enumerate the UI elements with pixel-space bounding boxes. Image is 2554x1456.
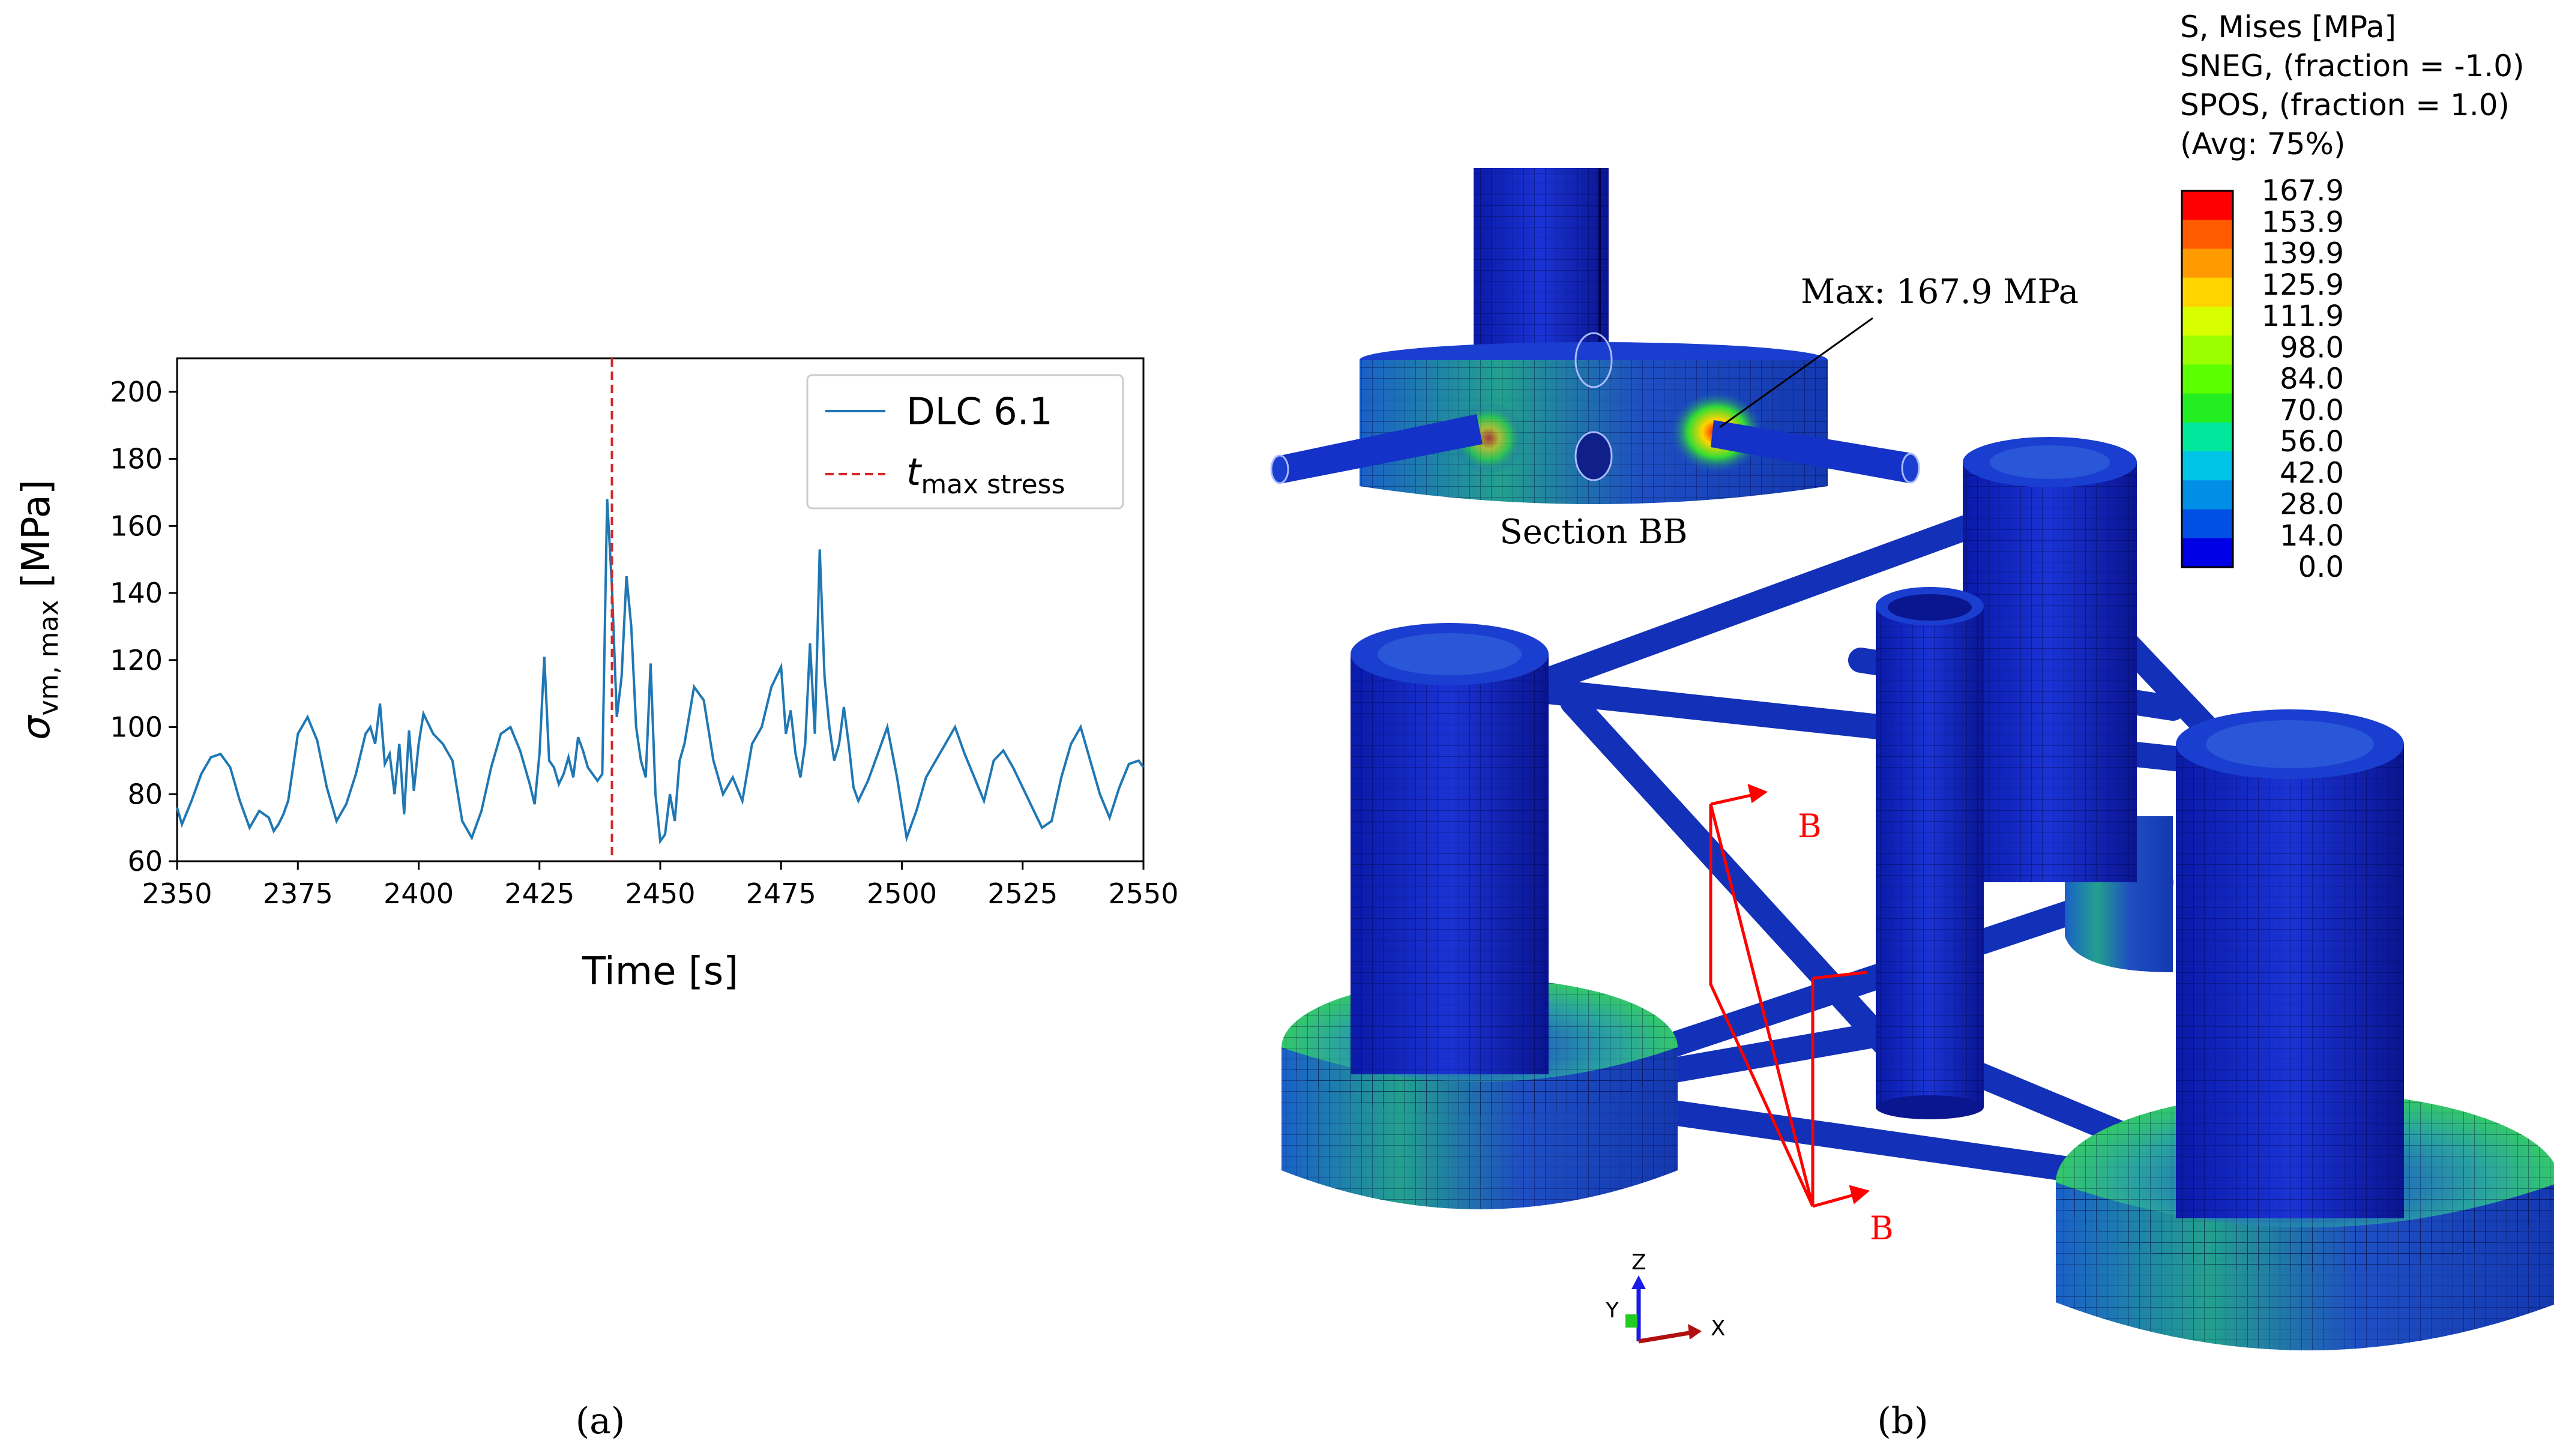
- colorbar-segment: [2182, 422, 2233, 452]
- y-axis-label: σvm, max [MPa]: [14, 480, 64, 740]
- legend-title-line-2: SNEG, (fraction = -1.0): [2180, 49, 2525, 83]
- colorbar-value-label: 84.0: [2280, 362, 2344, 396]
- section-marker-bottom: B: [1870, 1209, 1894, 1247]
- legend-title-line-3: SPOS, (fraction = 1.0): [2180, 88, 2510, 122]
- axis-ticks: 2350 2375 2400 2425 2450 2475 2500 2525 2550 60 80…: [110, 376, 1178, 910]
- y-tick-label: 140: [110, 577, 163, 609]
- x-tick-label: 2375: [263, 877, 333, 910]
- colorbar-segment: [2182, 220, 2233, 249]
- x-tick-label: 2500: [867, 877, 937, 910]
- colorbar: 167.9153.9139.9125.9111.998.084.070.056.…: [2181, 174, 2344, 584]
- section-bb-inset: Section BB: [1270, 168, 1920, 552]
- legend-tmax-subscript: max stress: [921, 469, 1065, 500]
- x-axis-label: Time [s]: [582, 949, 738, 994]
- colorbar-value-label: 139.9: [2262, 237, 2344, 271]
- colorbar-value-label: 98.0: [2280, 331, 2344, 364]
- series-dlc61-line: [176, 499, 1145, 844]
- axis-triad: Z Y X: [1605, 1250, 1726, 1344]
- y-tick-label: 80: [127, 778, 163, 810]
- x-tick-label: 2350: [142, 877, 212, 910]
- colorbar-segment: [2182, 393, 2233, 423]
- y-tick-label: 120: [110, 644, 163, 676]
- legend-title-line-4: (Avg: 75%): [2180, 127, 2346, 161]
- colorbar-value-label: 14.0: [2280, 519, 2344, 553]
- section-bb-label: Section BB: [1499, 513, 1687, 552]
- colorbar-segment: [2182, 277, 2233, 307]
- legend-dlc61-label: DLC 6.1: [906, 390, 1053, 433]
- legend-box: [806, 374, 1124, 510]
- x-tick-label: 2475: [746, 877, 816, 910]
- caption-b: (b): [1877, 1400, 1928, 1442]
- colorbar-value-label: 167.9: [2262, 174, 2344, 208]
- contour-legend: S, Mises [MPa] SNEG, (fraction = -1.0) S…: [2180, 10, 2525, 584]
- colorbar-segment: [2182, 480, 2233, 510]
- y-label-symbol: σ: [14, 714, 59, 740]
- inset-brace-left: [1277, 414, 1483, 483]
- x-tick-label: 2550: [1108, 877, 1178, 910]
- colorbar-frame: [2181, 190, 2234, 568]
- inset-brace-right: [1711, 420, 1912, 483]
- y-tick-label: 200: [110, 376, 163, 408]
- colorbar-segment: [2182, 191, 2233, 220]
- colorbar-value-label: 111.9: [2262, 299, 2344, 333]
- y-tick-label: 100: [110, 711, 163, 744]
- x-tick-label: 2450: [625, 877, 695, 910]
- fea-stress-contour: Section BB Max: 167.9 MPa: [1270, 10, 2554, 1350]
- colorbar-segment: [2182, 335, 2233, 365]
- triad-y-label: Y: [1605, 1298, 1619, 1323]
- column-back-right: [1963, 437, 2173, 972]
- column-front-right: [2056, 709, 2554, 1350]
- colorbar-value-label: 153.9: [2262, 205, 2344, 239]
- caption-a: (a): [576, 1400, 625, 1442]
- colorbar-value-label: 42.0: [2280, 456, 2344, 490]
- colorbar-segment: [2182, 364, 2233, 394]
- legend-title-line-1: S, Mises [MPa]: [2180, 10, 2396, 44]
- section-marker-top: B: [1798, 807, 1822, 845]
- colorbar-value-label: 0.0: [2298, 550, 2344, 584]
- y-tick-label: 160: [110, 510, 163, 542]
- legend-tmax-symbol: t: [906, 450, 923, 494]
- colorbar-value-label: 28.0: [2280, 488, 2344, 522]
- column-left: [1282, 623, 1678, 1209]
- colorbar-segment: [2182, 306, 2233, 336]
- triad-x-label: X: [1711, 1316, 1726, 1341]
- colorbar-segment: [2182, 248, 2233, 278]
- triad-z-label: Z: [1631, 1250, 1646, 1275]
- y-label-unit: [MPa]: [14, 480, 59, 600]
- legend-tmax-label: tmax stress: [906, 450, 1065, 500]
- x-tick-label: 2425: [504, 877, 574, 910]
- max-annotation-leader: [1719, 317, 1873, 429]
- column-center: [1876, 587, 1984, 1119]
- colorbar-value-label: 125.9: [2262, 268, 2344, 302]
- section-cut-lines: [1709, 783, 1870, 1208]
- x-tick-label: 2525: [987, 877, 1058, 910]
- x-tick-label: 2400: [384, 877, 454, 910]
- y-tick-label: 60: [127, 845, 163, 877]
- colorbar-segment: [2182, 509, 2233, 539]
- legend: DLC 6.1 tmax stress: [806, 374, 1124, 510]
- colorbar-value-label: 70.0: [2280, 394, 2344, 427]
- y-label-subscript: vm, max: [34, 600, 64, 716]
- colorbar-segment: [2182, 451, 2233, 481]
- colorbar-segment: [2182, 538, 2233, 568]
- stress-time-chart: 2350 2375 2400 2425 2450 2475 2500 2525 2550 60 80…: [14, 357, 1179, 994]
- y-tick-label: 180: [110, 443, 163, 475]
- max-stress-annotation: Max: 167.9 MPa: [1801, 272, 2079, 311]
- colorbar-value-label: 56.0: [2280, 425, 2344, 459]
